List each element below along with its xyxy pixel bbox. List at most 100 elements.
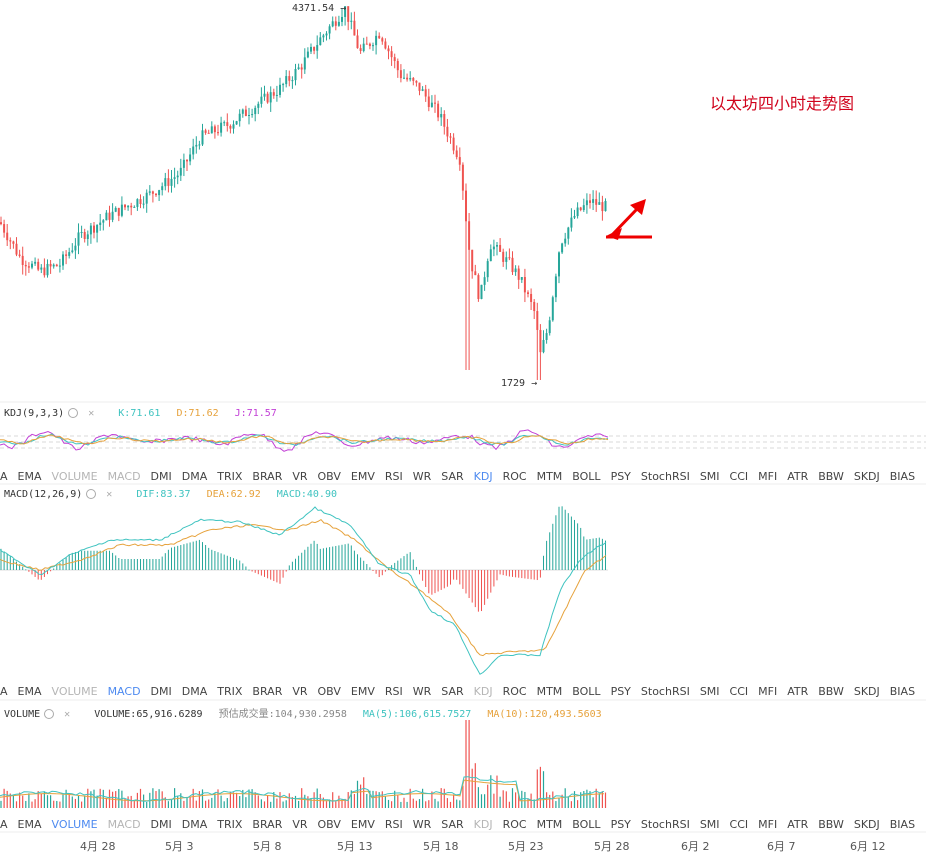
tab-bias[interactable]: BIAS xyxy=(889,685,916,698)
tab-trix[interactable]: TRIX xyxy=(217,818,243,831)
tab-wr[interactable]: WR xyxy=(412,470,432,483)
tab-stochrsi[interactable]: StochRSI xyxy=(640,470,690,483)
tab-dpo[interactable]: DPO xyxy=(920,818,926,832)
tab-roc[interactable]: ROC xyxy=(502,470,527,483)
tab-emv[interactable]: EMV xyxy=(350,685,375,698)
tab-a[interactable]: A xyxy=(0,818,8,831)
tab-dma[interactable]: DMA xyxy=(181,685,208,698)
tab-boll[interactable]: BOLL xyxy=(572,470,601,483)
tab-dpo[interactable]: DPO xyxy=(920,685,926,699)
volume-bar xyxy=(518,794,520,808)
macd-bar xyxy=(288,565,290,570)
tab-wr[interactable]: WR xyxy=(412,685,432,698)
tab-vr[interactable]: VR xyxy=(292,470,308,483)
tab-a[interactable]: A xyxy=(0,685,8,698)
tab-dpo[interactable]: DPO xyxy=(920,470,926,484)
tab-kdj[interactable]: KDJ xyxy=(473,685,493,698)
tab-brar[interactable]: BRAR xyxy=(252,685,283,698)
tab-vr[interactable]: VR xyxy=(292,818,308,831)
tab-volume[interactable]: VOLUME xyxy=(51,470,98,483)
tab-psy[interactable]: PSY xyxy=(610,685,631,698)
tab-emv[interactable]: EMV xyxy=(350,470,375,483)
tab-smi[interactable]: SMI xyxy=(699,818,720,831)
tab-skdj[interactable]: SKDJ xyxy=(853,818,880,831)
tab-mtm[interactable]: MTM xyxy=(536,818,563,831)
tab-skdj[interactable]: SKDJ xyxy=(853,685,880,698)
tab-cci[interactable]: CCI xyxy=(729,818,749,831)
tab-smi[interactable]: SMI xyxy=(699,685,720,698)
tab-dma[interactable]: DMA xyxy=(181,818,208,831)
tab-mtm[interactable]: MTM xyxy=(536,470,563,483)
tab-volume[interactable]: VOLUME xyxy=(51,818,98,831)
tab-stochrsi[interactable]: StochRSI xyxy=(640,818,690,831)
candle-body xyxy=(483,277,486,285)
tab-rsi[interactable]: RSI xyxy=(384,685,403,698)
tab-rsi[interactable]: RSI xyxy=(384,470,403,483)
tab-dmi[interactable]: DMI xyxy=(150,685,172,698)
tab-psy[interactable]: PSY xyxy=(610,470,631,483)
volume-settings-icon[interactable] xyxy=(44,709,55,719)
tab-rsi[interactable]: RSI xyxy=(384,818,403,831)
macd-settings-icon[interactable] xyxy=(86,489,97,499)
tab-atr[interactable]: ATR xyxy=(787,685,809,698)
tab-mfi[interactable]: MFI xyxy=(758,685,778,698)
tab-atr[interactable]: ATR xyxy=(787,818,809,831)
tab-ema[interactable]: EMA xyxy=(17,470,42,483)
tab-macd[interactable]: MACD xyxy=(107,685,141,698)
tab-skdj[interactable]: SKDJ xyxy=(853,470,880,483)
tab-bbw[interactable]: BBW xyxy=(818,470,844,483)
kdj-close-icon[interactable]: ✕ xyxy=(88,408,95,419)
tab-stochrsi[interactable]: StochRSI xyxy=(640,685,690,698)
tab-sar[interactable]: SAR xyxy=(441,818,464,831)
tab-a[interactable]: A xyxy=(0,470,8,483)
tab-wr[interactable]: WR xyxy=(412,818,432,831)
tab-dmi[interactable]: DMI xyxy=(150,470,172,483)
tab-ema[interactable]: EMA xyxy=(17,818,42,831)
tab-bbw[interactable]: BBW xyxy=(818,818,844,831)
tab-volume[interactable]: VOLUME xyxy=(51,685,98,698)
tab-obv[interactable]: OBV xyxy=(317,818,341,831)
volume-bar xyxy=(19,792,21,808)
tab-trix[interactable]: TRIX xyxy=(217,470,243,483)
tab-roc[interactable]: ROC xyxy=(502,685,527,698)
tab-smi[interactable]: SMI xyxy=(699,470,720,483)
tab-bbw[interactable]: BBW xyxy=(818,685,844,698)
tab-roc[interactable]: ROC xyxy=(502,818,527,831)
tab-atr[interactable]: ATR xyxy=(787,470,809,483)
tab-obv[interactable]: OBV xyxy=(317,470,341,483)
tab-psy[interactable]: PSY xyxy=(610,818,631,831)
tab-boll[interactable]: BOLL xyxy=(572,685,601,698)
tab-macd[interactable]: MACD xyxy=(107,818,141,831)
tab-obv[interactable]: OBV xyxy=(317,685,341,698)
tab-bias[interactable]: BIAS xyxy=(889,818,916,831)
tab-sar[interactable]: SAR xyxy=(441,470,464,483)
tab-kdj[interactable]: KDJ xyxy=(473,470,493,483)
macd-bar xyxy=(245,566,247,570)
kdj-settings-icon[interactable] xyxy=(68,408,79,418)
tab-cci[interactable]: CCI xyxy=(729,685,749,698)
tab-bias[interactable]: BIAS xyxy=(889,470,916,483)
tab-dmi[interactable]: DMI xyxy=(150,818,172,831)
tab-cci[interactable]: CCI xyxy=(729,470,749,483)
tab-emv[interactable]: EMV xyxy=(350,818,375,831)
macd-close-icon[interactable]: ✕ xyxy=(106,489,113,500)
volume-bar xyxy=(276,798,278,808)
macd-bar xyxy=(598,537,600,570)
tab-trix[interactable]: TRIX xyxy=(217,685,243,698)
tab-dma[interactable]: DMA xyxy=(181,470,208,483)
tab-mtm[interactable]: MTM xyxy=(536,685,563,698)
tab-vr[interactable]: VR xyxy=(292,685,308,698)
tab-ema[interactable]: EMA xyxy=(17,685,42,698)
tab-sar[interactable]: SAR xyxy=(441,685,464,698)
tab-boll[interactable]: BOLL xyxy=(572,818,601,831)
tab-kdj[interactable]: KDJ xyxy=(473,818,493,831)
tab-mfi[interactable]: MFI xyxy=(758,470,778,483)
macd-bar xyxy=(505,570,507,576)
tab-brar[interactable]: BRAR xyxy=(252,818,283,831)
tab-macd[interactable]: MACD xyxy=(107,470,141,483)
tab-mfi[interactable]: MFI xyxy=(758,818,778,831)
volume-close-icon[interactable]: ✕ xyxy=(64,709,71,720)
volume-bar xyxy=(332,792,334,808)
tab-brar[interactable]: BRAR xyxy=(252,470,283,483)
candle-body xyxy=(279,84,281,95)
